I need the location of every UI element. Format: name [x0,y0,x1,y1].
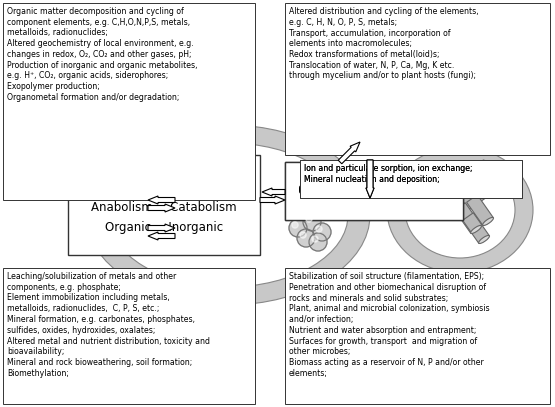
Ellipse shape [405,162,515,258]
FancyArrow shape [148,204,175,212]
FancyBboxPatch shape [3,268,255,404]
FancyArrow shape [148,232,175,240]
Circle shape [292,222,298,228]
FancyBboxPatch shape [285,268,550,404]
FancyBboxPatch shape [300,160,522,198]
FancyArrow shape [260,196,285,204]
Polygon shape [463,213,490,243]
Text: Anabolism ↔ Catabolism
Organic ↔ Inorganic: Anabolism ↔ Catabolism Organic ↔ Inorgan… [91,201,237,234]
Polygon shape [461,174,503,210]
FancyArrow shape [366,160,374,198]
Polygon shape [455,203,481,233]
Text: Metabolism: Metabolism [110,173,218,192]
Text: Ion and particulate sorption, ion exchange;
Mineral nucleation and deposition;: Ion and particulate sorption, ion exchan… [304,164,472,184]
Circle shape [312,236,318,242]
Circle shape [316,226,322,232]
Ellipse shape [483,217,493,225]
Ellipse shape [387,147,533,273]
Circle shape [297,229,315,247]
FancyBboxPatch shape [3,3,255,200]
Polygon shape [439,174,481,210]
FancyArrow shape [148,224,175,232]
Text: Altered distribution and cycling of the elements,
e.g. C, H, N, O, P, S, metals;: Altered distribution and cycling of the … [289,7,478,81]
Ellipse shape [478,235,490,243]
FancyBboxPatch shape [68,155,260,255]
Text: Growth and Form: Growth and Form [299,182,450,200]
Ellipse shape [473,174,482,186]
FancyBboxPatch shape [300,160,522,198]
Polygon shape [467,195,493,225]
FancyBboxPatch shape [285,162,463,220]
Circle shape [313,223,331,241]
Ellipse shape [108,143,348,287]
Text: Leaching/solubilization of metals and other
components, e.g. phosphate;
Element : Leaching/solubilization of metals and ot… [7,272,210,378]
FancyBboxPatch shape [285,3,550,155]
FancyArrow shape [338,142,360,164]
FancyBboxPatch shape [285,162,463,220]
FancyArrow shape [262,188,285,196]
Circle shape [309,233,327,251]
FancyArrow shape [366,160,374,198]
Text: Organic matter decomposition and cycling of
component elements, e.g. C,H,O,N,P,S: Organic matter decomposition and cycling… [7,7,198,102]
Polygon shape [449,160,491,196]
Ellipse shape [495,174,503,186]
FancyArrow shape [148,196,175,204]
Text: Stabilization of soil structure (filamentation, EPS);
Penetration and other biom: Stabilization of soil structure (filamen… [289,272,490,378]
Ellipse shape [471,225,482,234]
Ellipse shape [86,125,370,305]
Circle shape [303,213,321,231]
Circle shape [300,232,306,238]
Circle shape [306,216,312,222]
Ellipse shape [483,160,492,172]
Text: Growth and Form: Growth and Form [299,182,450,200]
Text: Ion and particulate sorption, ion exchange;
Mineral nucleation and deposition;: Ion and particulate sorption, ion exchan… [304,164,472,184]
Circle shape [289,219,307,237]
